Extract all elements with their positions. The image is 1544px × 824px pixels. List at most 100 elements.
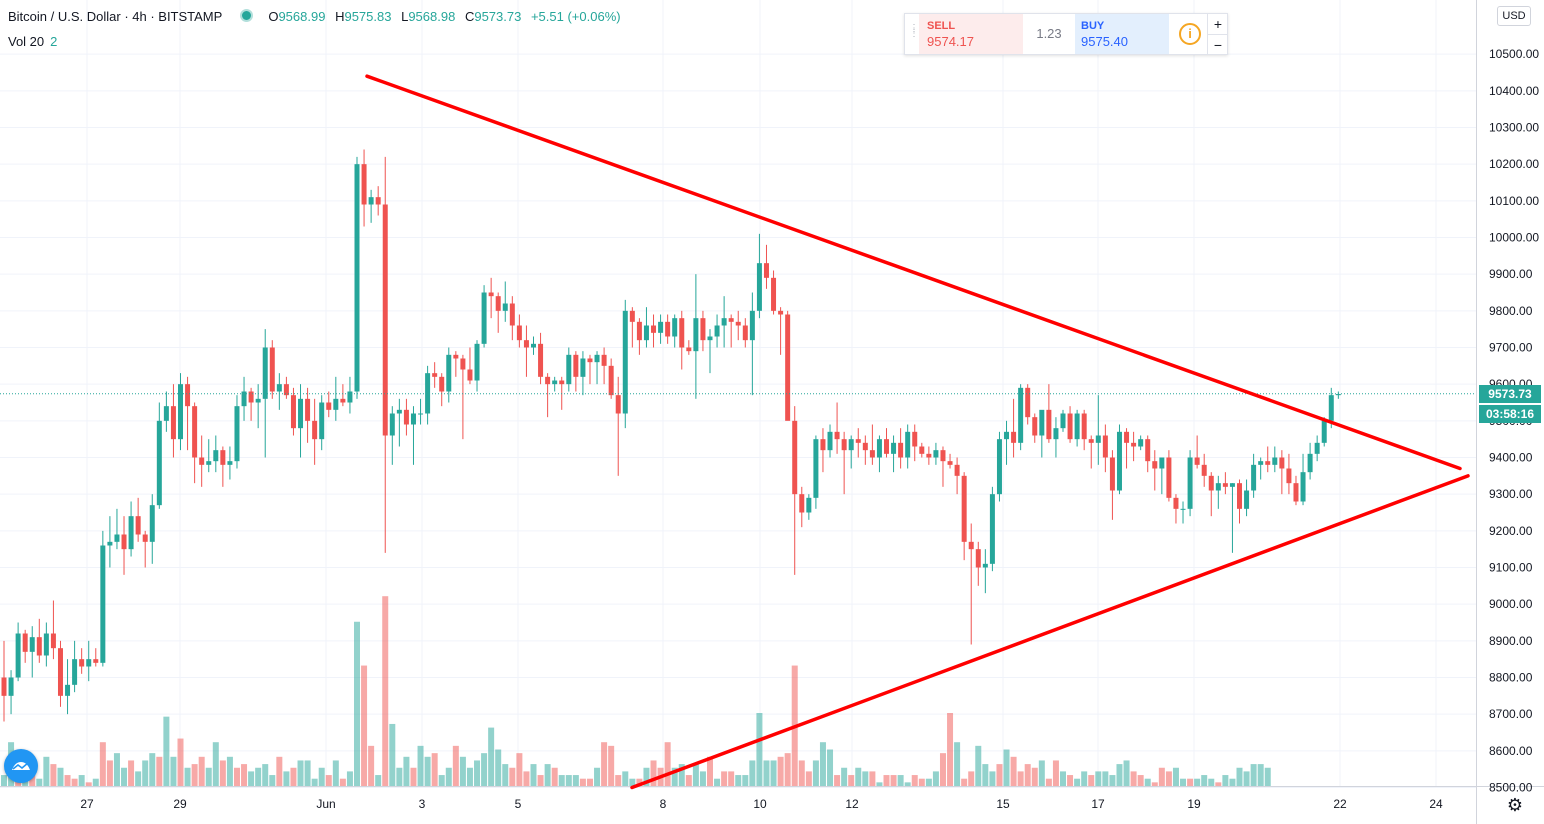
volume-bar	[149, 753, 156, 786]
volume-bar	[749, 760, 756, 786]
volume-bar	[121, 767, 128, 786]
volume-bar	[735, 775, 742, 786]
candle-body	[396, 409, 402, 414]
candle-body	[954, 464, 960, 476]
candle-body	[354, 164, 360, 392]
time-tick-label: 17	[1091, 797, 1105, 811]
candle-body	[898, 442, 904, 458]
buy-button[interactable]: BUY 9575.40	[1075, 14, 1169, 54]
gear-icon[interactable]: ⚙	[1506, 795, 1524, 815]
candle-body	[227, 461, 233, 465]
price-tick-label: 9400.00	[1489, 451, 1533, 465]
volume-bar	[488, 727, 495, 786]
volume-bar	[85, 782, 92, 786]
volume-bar	[50, 764, 57, 786]
candle-body	[1102, 435, 1108, 458]
volume-bar	[558, 775, 565, 786]
volume-bar	[1158, 767, 1165, 786]
volume-bar	[968, 771, 975, 786]
price-axis[interactable]: 8500.00 8600.00 8700.00 8800.00 8900.00 9000.…	[1489, 47, 1539, 794]
volume-bar	[1151, 782, 1158, 786]
price-tick-label: 8600.00	[1489, 744, 1533, 758]
volume-bar	[1038, 760, 1045, 786]
price-tick-label: 8700.00	[1489, 707, 1533, 721]
candle-body	[326, 402, 332, 410]
volume-bar	[798, 760, 805, 786]
currency-button[interactable]: USD	[1497, 6, 1531, 26]
time-axis[interactable]: 27 29 Jun 3 5 8 10 12 15 17 19 22 24	[80, 797, 1443, 811]
volume-bar	[883, 775, 890, 786]
candle-body	[425, 373, 431, 414]
candle-body	[1074, 413, 1080, 440]
volume-bar	[812, 760, 819, 786]
volume-bar	[142, 760, 149, 786]
volume-bar	[297, 760, 304, 786]
candle-body	[622, 310, 628, 414]
volume-bar	[198, 756, 205, 786]
volume-bar	[925, 778, 932, 786]
volume-bar	[982, 764, 989, 786]
candle-body	[319, 402, 325, 440]
volume-bar	[1031, 767, 1038, 786]
candle-body	[1229, 483, 1235, 487]
volume-bar	[1095, 771, 1102, 786]
volume-bar	[438, 775, 445, 786]
candle-body	[15, 633, 21, 678]
price-tick-label: 10100.00	[1489, 194, 1539, 208]
candle-body	[1046, 409, 1052, 440]
price-tick-label: 8900.00	[1489, 634, 1533, 648]
high-label: H	[335, 9, 345, 24]
volume-bar	[1067, 775, 1074, 786]
symbol-title[interactable]: Bitcoin / U.S. Dollar · 4h · BITSTAMP	[8, 9, 223, 24]
candle-body	[1131, 442, 1137, 447]
volume-bar	[530, 764, 537, 786]
info-icon[interactable]: i	[1179, 23, 1201, 45]
increase-quantity-button[interactable]: +	[1208, 14, 1228, 35]
candle-body	[255, 398, 261, 403]
time-tick-label: Jun	[316, 797, 335, 811]
candle-body	[481, 292, 487, 344]
candle-body	[792, 420, 798, 495]
volume-bar	[841, 767, 848, 786]
sell-button[interactable]: SELL 9574.17	[919, 14, 1023, 54]
candle-body	[382, 204, 388, 436]
candle-body	[1194, 457, 1200, 465]
candle-body	[389, 413, 395, 436]
candle-body	[241, 391, 247, 407]
candle-body	[947, 461, 953, 465]
volume-bar	[99, 742, 106, 786]
candle-body	[1279, 457, 1285, 469]
candle-body	[1328, 395, 1334, 421]
candle-body	[1018, 387, 1024, 443]
candle-body	[79, 659, 85, 667]
candle-body	[566, 354, 572, 385]
candle-body	[975, 549, 981, 568]
time-tick-label: 27	[80, 797, 94, 811]
volume-bar	[1052, 760, 1059, 786]
volume-bar	[742, 775, 749, 786]
candle-body	[1152, 461, 1158, 469]
volume-bar	[996, 764, 1003, 786]
volume-bar	[770, 760, 777, 786]
volume-bar	[339, 778, 346, 786]
decrease-quantity-button[interactable]: −	[1213, 37, 1223, 53]
volume-bar	[212, 742, 219, 786]
drag-handle-icon[interactable]: ⋮ ⋮	[909, 23, 919, 39]
volume-bar	[911, 775, 918, 786]
tradingview-logo-icon[interactable]	[4, 749, 38, 783]
volume-bar	[989, 771, 996, 786]
candle-body	[1145, 439, 1151, 462]
time-tick-label: 29	[173, 797, 187, 811]
candle-body	[1159, 457, 1165, 469]
volume-bar	[78, 775, 85, 786]
candle-body	[1004, 431, 1010, 440]
spread-value: 1.23	[1036, 26, 1062, 41]
trendlines[interactable]	[365, 74, 1470, 790]
volume-bar	[255, 767, 262, 786]
candle-body	[1067, 413, 1073, 440]
candle-body	[107, 541, 113, 546]
volume-bar	[565, 775, 572, 786]
volume-legend[interactable]: Vol 20 2	[8, 34, 57, 49]
volume-bar	[890, 775, 897, 786]
